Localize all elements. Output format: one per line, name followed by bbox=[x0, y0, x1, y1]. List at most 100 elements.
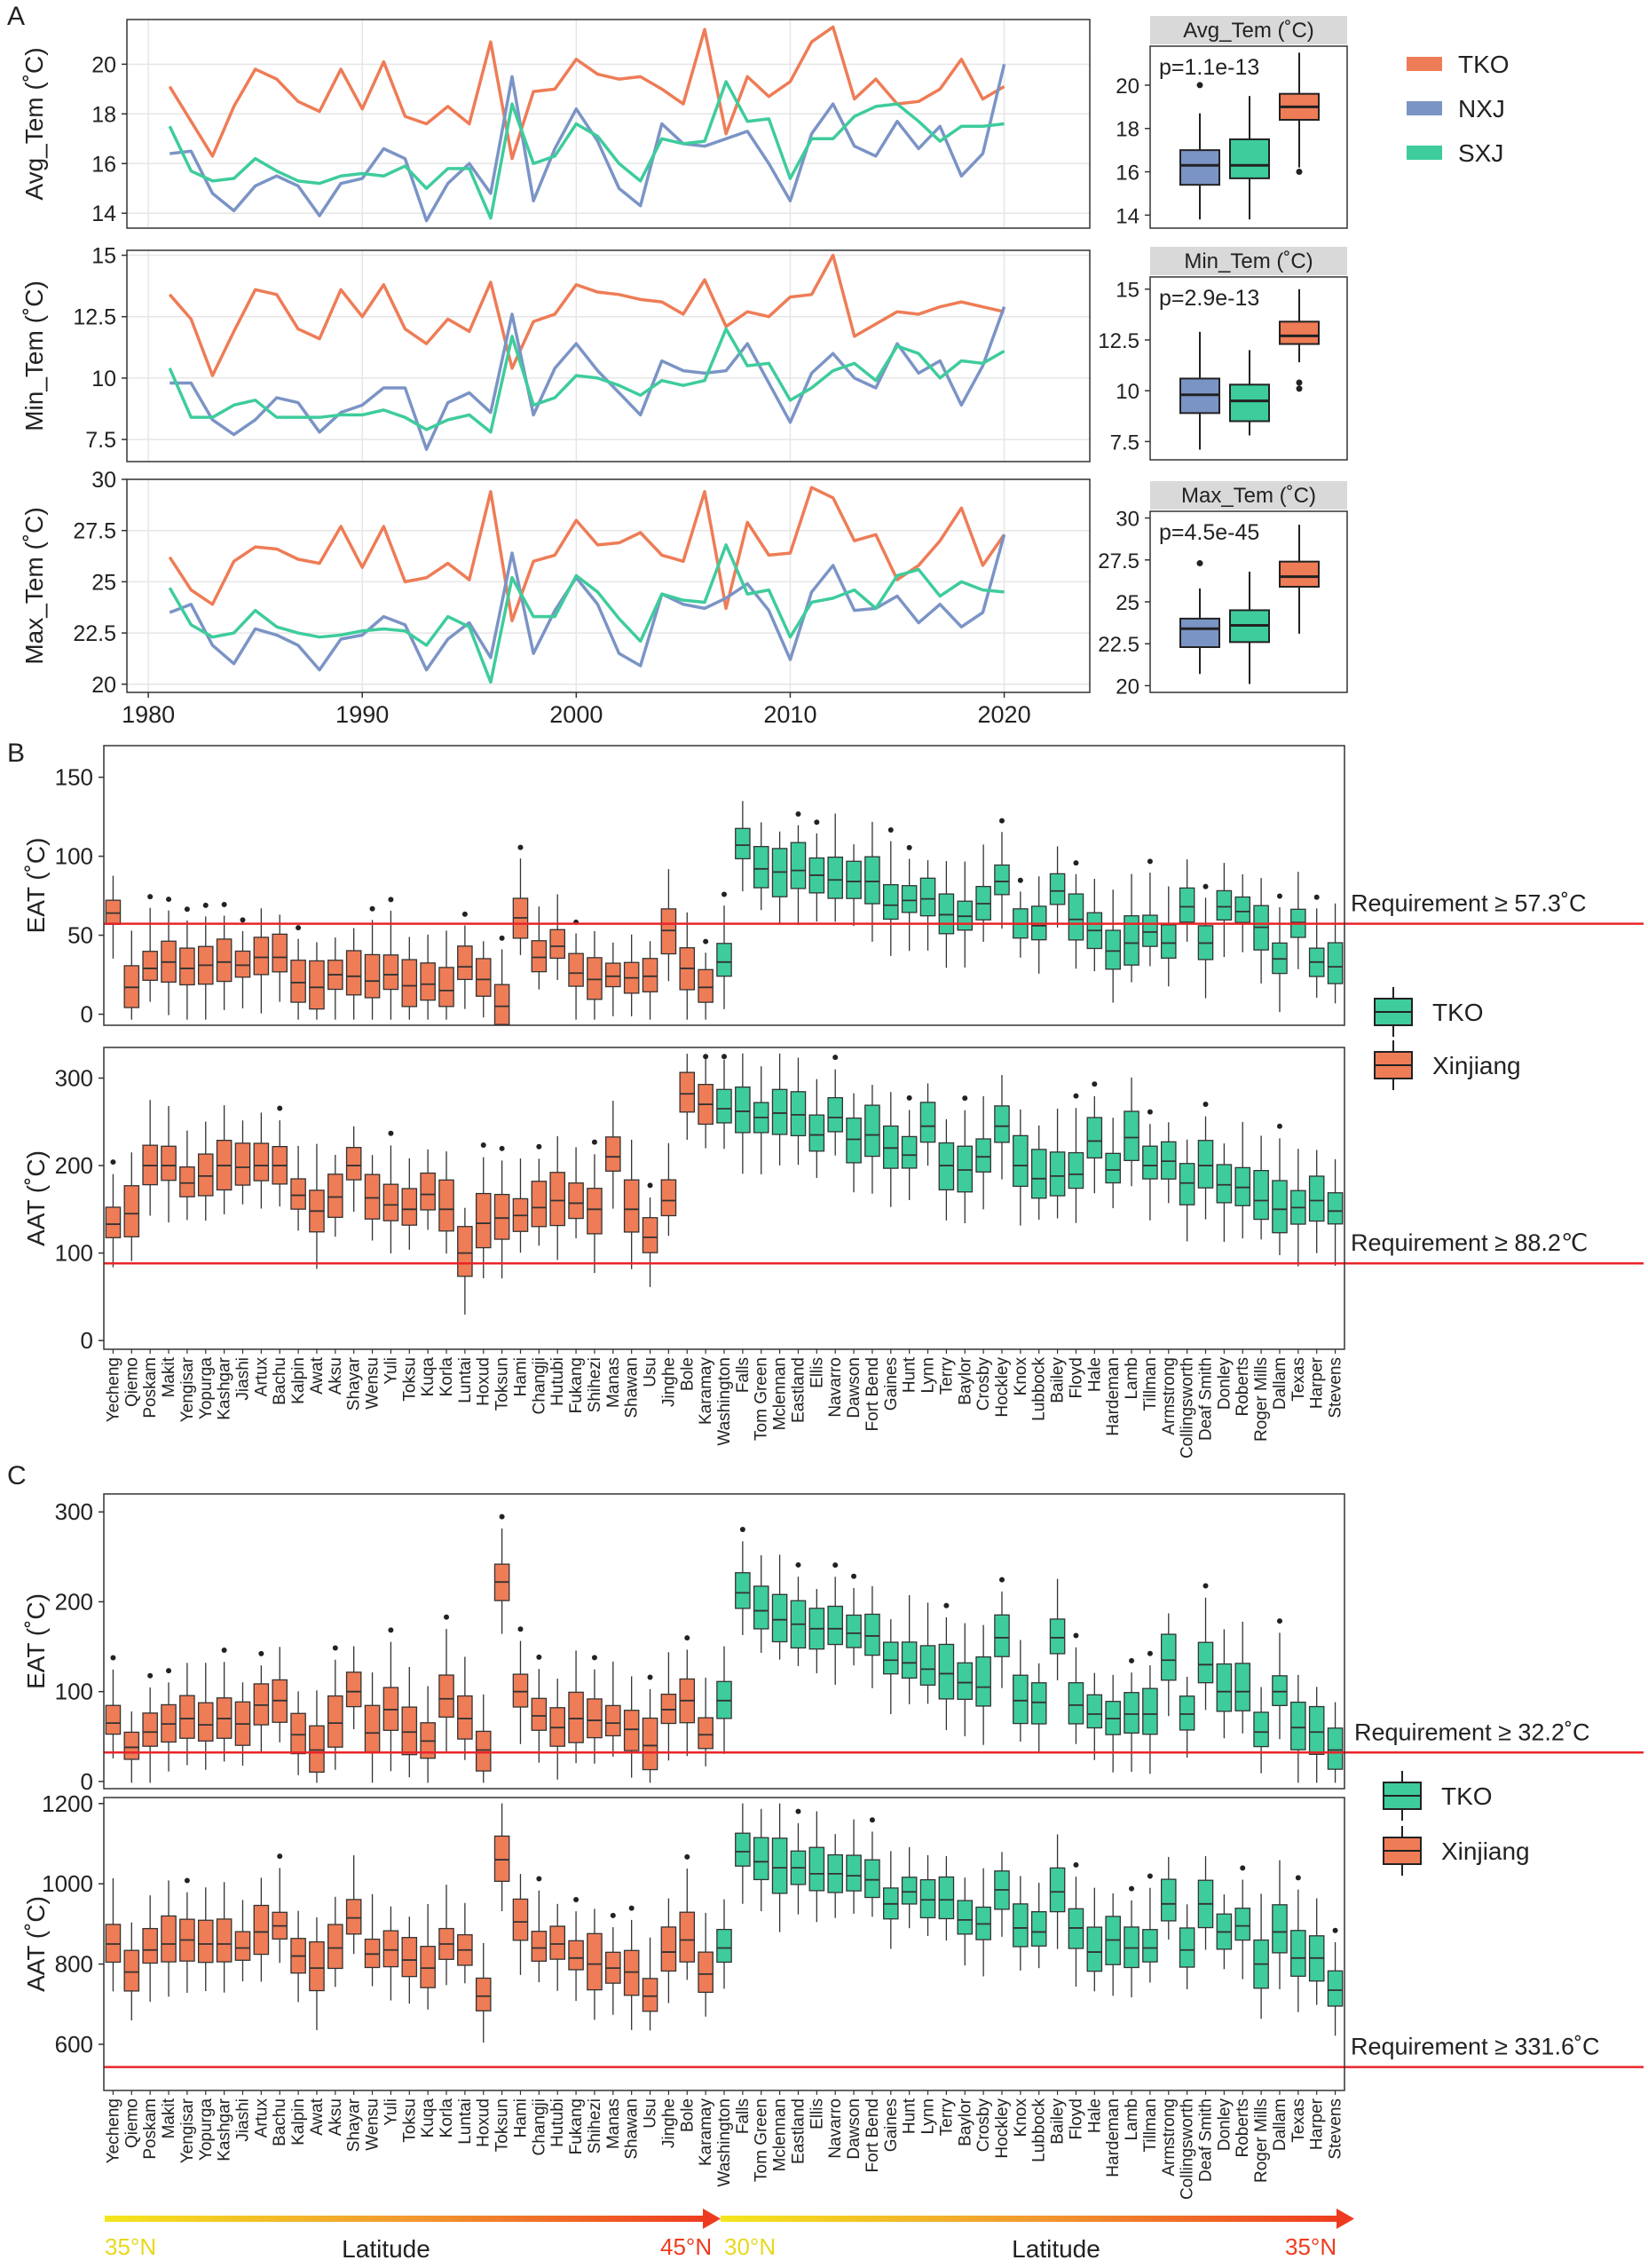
y-tick-label: 100 bbox=[55, 1240, 93, 1267]
outlier-point bbox=[1129, 1885, 1135, 1892]
outlier-point bbox=[795, 1808, 801, 1814]
plot-frame bbox=[103, 1493, 1345, 1790]
outlier-point bbox=[1276, 1123, 1282, 1129]
outlier-point bbox=[703, 1054, 709, 1060]
outlier-point bbox=[536, 1654, 542, 1660]
y-tick-label: 22.5 bbox=[73, 621, 116, 646]
box-tko bbox=[1279, 560, 1320, 589]
site-label: Kashgar bbox=[216, 1356, 234, 1419]
box-xinjiang bbox=[364, 1174, 381, 1220]
outlier-point bbox=[184, 1877, 190, 1884]
panel-label-c: C bbox=[7, 1461, 27, 1490]
box-xinjiang bbox=[587, 1188, 603, 1235]
plot-frame bbox=[103, 745, 1345, 1026]
box-sxj bbox=[1229, 138, 1270, 179]
site-label: Roberts bbox=[1234, 1357, 1252, 1417]
box-tko bbox=[919, 1878, 936, 1919]
legend-c: TKO Xinjiang bbox=[1383, 1771, 1530, 1876]
site-label: Gaines bbox=[882, 2098, 901, 2152]
site-label: Lamb bbox=[1123, 1357, 1141, 1400]
box-tko bbox=[735, 1832, 751, 1867]
site-label: Deaf Smith bbox=[1197, 2098, 1216, 2182]
box-tko bbox=[1142, 1687, 1158, 1735]
site-label: Changji bbox=[530, 1357, 548, 1414]
latitude-arrow-tko bbox=[1337, 2209, 1354, 2229]
box-xinjiang bbox=[642, 958, 658, 992]
site-label: Harper bbox=[1308, 2098, 1327, 2150]
outlier-point bbox=[480, 1142, 486, 1149]
box-xinjiang bbox=[309, 960, 325, 1010]
box-tko bbox=[827, 1096, 843, 1133]
box-xinjiang bbox=[420, 1946, 436, 1988]
outlier-point bbox=[1073, 1093, 1079, 1099]
box-xinjiang bbox=[253, 1142, 270, 1181]
requirement-label: Requirement ≥ 32.2˚C bbox=[1354, 1719, 1589, 1745]
box-xinjiang bbox=[457, 1695, 473, 1740]
box-nxj bbox=[1179, 617, 1220, 649]
legend-c-tko-label: TKO bbox=[1441, 1782, 1493, 1810]
box-xinjiang bbox=[587, 1698, 603, 1739]
requirement-label: Requirement ≥ 57.3˚C bbox=[1351, 890, 1586, 917]
site-label: Eastland bbox=[789, 2098, 808, 2164]
outlier-point bbox=[1147, 1650, 1153, 1656]
site-label: Jiashi bbox=[233, 1357, 252, 1401]
p-value-annotation: p=1.1e-13 bbox=[1159, 55, 1259, 80]
outlier-point bbox=[240, 917, 246, 923]
box-tko bbox=[1105, 929, 1121, 970]
box-tko bbox=[1272, 1180, 1288, 1234]
site-label: Donley bbox=[1215, 1357, 1234, 1411]
box-xinjiang bbox=[438, 967, 454, 1008]
site-label: Floyd bbox=[1067, 1357, 1085, 1398]
site-label: Bachu bbox=[271, 1357, 289, 1405]
plot-frame bbox=[1149, 276, 1348, 461]
box-xinjiang bbox=[438, 1674, 454, 1719]
site-label: Jinghe bbox=[659, 2098, 678, 2148]
facet-strip-label: Avg_Tem (˚C) bbox=[1183, 19, 1314, 43]
site-label: Baylor bbox=[956, 2098, 974, 2146]
box-tko bbox=[1327, 942, 1344, 984]
y-tick-label: 25 bbox=[1116, 591, 1139, 615]
site-label: Hoxud bbox=[475, 1357, 493, 1406]
box-xinjiang bbox=[253, 1904, 270, 1956]
box-tko bbox=[901, 1135, 918, 1169]
site-label: Roberts bbox=[1234, 2098, 1252, 2158]
box-tko bbox=[919, 877, 936, 917]
outlier-point bbox=[647, 1182, 653, 1189]
legend-b: TKO Xinjiang bbox=[1374, 987, 1521, 1090]
site-label: Makit bbox=[160, 1356, 178, 1397]
box-xinjiang bbox=[698, 1717, 714, 1750]
box-tko bbox=[1234, 896, 1251, 923]
box-xinjiang bbox=[493, 984, 510, 1025]
box-tko bbox=[1142, 1145, 1158, 1180]
box-xinjiang bbox=[512, 1673, 529, 1708]
box-tko bbox=[790, 842, 807, 889]
site-label: Usu bbox=[642, 2098, 660, 2129]
outlier-point bbox=[1202, 1102, 1209, 1108]
site-label: Shihezi bbox=[586, 2098, 604, 2153]
box-tko bbox=[901, 1877, 918, 1905]
site-label: Dallam bbox=[1271, 2098, 1289, 2151]
box-xinjiang bbox=[197, 1153, 214, 1197]
outlier-point bbox=[388, 897, 394, 903]
outlier-point bbox=[610, 1912, 616, 1918]
box-tko bbox=[1279, 320, 1320, 345]
box-tko bbox=[1253, 1711, 1269, 1748]
site-label: Shihezi bbox=[586, 1357, 604, 1412]
box-tko bbox=[1327, 1192, 1344, 1225]
box-xinjiang bbox=[679, 1911, 696, 1963]
box-tko bbox=[1086, 1926, 1103, 1972]
outlier-point bbox=[277, 1105, 283, 1111]
y-tick-label: 16 bbox=[91, 152, 116, 177]
box-xinjiang bbox=[401, 1937, 418, 1978]
outlier-point bbox=[628, 1905, 635, 1911]
series-line-tko bbox=[168, 25, 1005, 161]
y-tick-label: 200 bbox=[55, 1152, 93, 1179]
site-label: Crosby bbox=[974, 1357, 993, 1411]
box-tko bbox=[919, 1102, 936, 1143]
legend-a-nxj-key bbox=[1407, 101, 1442, 115]
box-tko bbox=[883, 1125, 899, 1169]
box-xinjiang bbox=[105, 1704, 122, 1735]
outlier-point bbox=[851, 1573, 857, 1579]
box-tko bbox=[1179, 1695, 1195, 1731]
outlier-point bbox=[1276, 1618, 1282, 1624]
